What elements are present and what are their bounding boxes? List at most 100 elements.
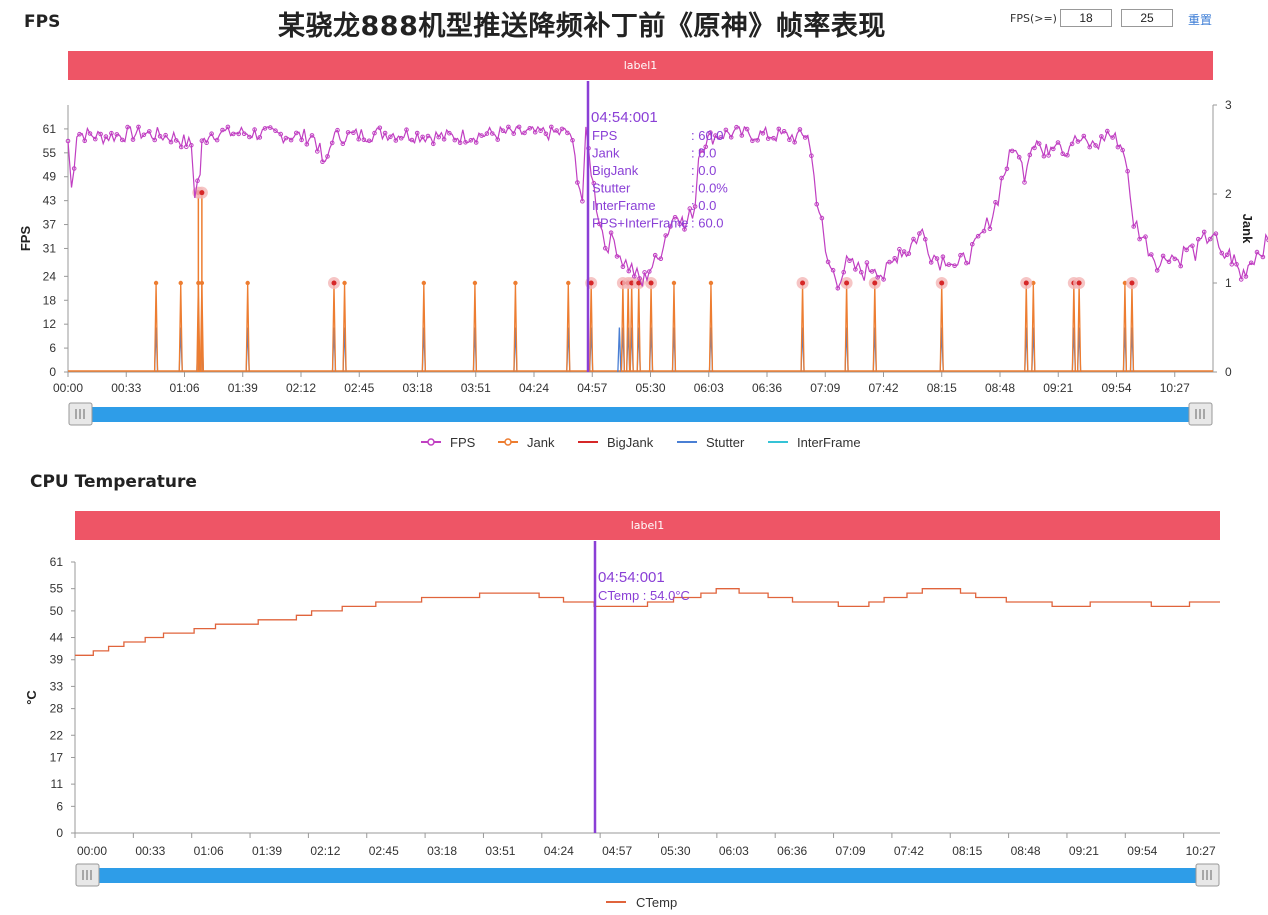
fps-point <box>1154 268 1160 273</box>
fps-point <box>713 133 718 138</box>
fps-point <box>975 233 981 239</box>
fps-point <box>409 137 415 143</box>
fps-point <box>708 130 713 135</box>
fps-point <box>329 140 335 146</box>
jank-highlight-dot <box>1129 280 1135 286</box>
fps-point <box>906 251 912 256</box>
jank-point <box>513 280 518 286</box>
jank-y-tick-label: 0 <box>1225 365 1232 379</box>
fps-point <box>414 130 420 136</box>
fps-point <box>549 124 554 130</box>
fps-point <box>431 141 436 147</box>
fps-point <box>999 175 1004 181</box>
fps-point <box>881 277 886 282</box>
fps-point <box>1055 140 1061 145</box>
fps-point <box>420 134 425 140</box>
cpu-y-tick-label: 17 <box>50 750 64 764</box>
jank-highlight-dot <box>1076 280 1082 286</box>
fps-point <box>522 130 527 136</box>
fps-x-tick-label: 01:39 <box>228 381 258 395</box>
fps-point <box>1046 153 1051 158</box>
fps-max-input[interactable]: 25 <box>1121 9 1173 27</box>
fps-point <box>642 270 647 275</box>
fps-x-tick-label: 08:15 <box>927 381 957 395</box>
fps-point <box>682 227 687 232</box>
jank-y-tick-label: 3 <box>1225 98 1232 112</box>
jank-point <box>1031 280 1036 286</box>
fps-point <box>853 267 858 272</box>
fps-point <box>372 130 377 136</box>
cpu-x-tick-label: 10:27 <box>1186 844 1216 858</box>
legend-label-fps: FPS <box>450 435 476 450</box>
fps-point <box>178 144 184 150</box>
fps-point <box>946 262 952 267</box>
jank-point <box>421 280 427 286</box>
cpu-y-tick-label: 50 <box>50 604 64 618</box>
fps-point <box>1036 141 1042 146</box>
fps-point <box>626 268 632 274</box>
fps-min-input[interactable]: 18 <box>1060 9 1112 27</box>
fps-point <box>1027 152 1033 158</box>
jank-highlight-dot <box>939 280 945 286</box>
fps-x-tick-label: 03:18 <box>402 381 432 395</box>
fps-point <box>1060 151 1065 156</box>
fps-point <box>787 137 792 143</box>
fps-point <box>136 124 141 130</box>
fps-point <box>163 132 168 138</box>
fps-point <box>819 215 825 221</box>
fps-point <box>728 135 734 140</box>
fps-point <box>663 233 669 238</box>
fps-point <box>797 127 803 132</box>
fps-point <box>1224 252 1230 258</box>
cpu-range-slider[interactable] <box>76 868 1219 883</box>
fps-x-tick-label: 10:27 <box>1160 381 1190 395</box>
fps-point <box>1009 148 1015 154</box>
cpu-x-tick-label: 06:36 <box>777 844 807 858</box>
legend-label-jank: Jank <box>527 435 555 450</box>
fps-range-slider[interactable] <box>69 407 1212 422</box>
cpu-x-tick-label: 00:00 <box>77 844 107 858</box>
cpu-x-tick-label: 08:48 <box>1011 844 1041 858</box>
fps-point <box>1120 147 1125 153</box>
fps-point <box>1207 236 1213 242</box>
cpu-tooltip-time: 04:54:001 <box>598 569 665 586</box>
fps-point <box>1201 229 1207 235</box>
fps-point <box>71 166 77 171</box>
fps-point <box>189 143 194 148</box>
fps-point <box>841 269 847 275</box>
fps-y-tick-label: 55 <box>43 146 57 160</box>
cpu-x-tick-label: 09:54 <box>1127 844 1157 858</box>
fps-point <box>393 138 399 143</box>
fps-point <box>320 159 325 164</box>
fps-x-tick-label: 00:00 <box>53 381 83 395</box>
fps-tooltip-value: : 0.0% <box>691 181 728 196</box>
fps-x-tick-label: 04:24 <box>519 381 549 395</box>
fps-point <box>247 134 252 140</box>
fps-point <box>388 134 393 140</box>
fps-point <box>463 140 468 145</box>
reset-button[interactable]: 重置 <box>1188 13 1213 27</box>
fps-point <box>652 252 658 258</box>
jank-highlight-dot <box>872 280 878 286</box>
fps-point <box>490 131 495 136</box>
fps-point <box>173 138 179 143</box>
fps-point <box>1166 259 1172 265</box>
fps-point <box>335 127 340 133</box>
fps-point <box>147 129 152 134</box>
fps-point <box>1266 237 1268 243</box>
cpu-x-tick-label: 02:45 <box>369 844 399 858</box>
fps-point <box>1041 153 1047 159</box>
fps-point <box>77 131 82 137</box>
fps-point <box>114 132 120 137</box>
cpu-y-tick-label: 61 <box>50 555 64 569</box>
fps-point <box>987 226 993 232</box>
fps-point <box>1032 145 1037 151</box>
fps-point <box>506 124 511 130</box>
jank-point <box>153 280 159 286</box>
fps-point <box>668 224 673 229</box>
jank-point <box>708 280 714 286</box>
fps-point <box>1093 143 1098 148</box>
fps-point <box>294 130 299 136</box>
fps-y-tick-label: 0 <box>49 365 56 379</box>
